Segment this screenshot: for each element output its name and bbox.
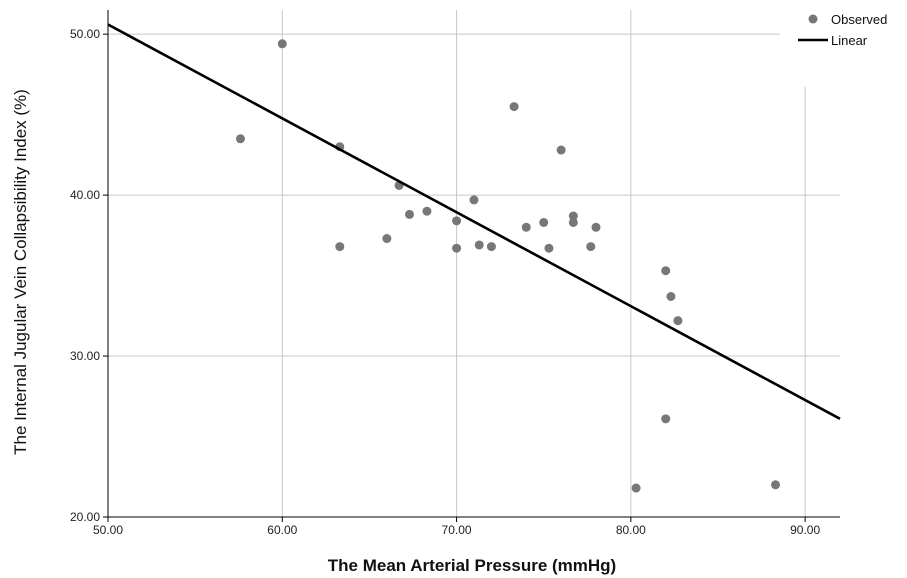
x-tick-label: 50.00 <box>93 523 123 537</box>
y-tick-label: 40.00 <box>70 188 100 202</box>
observed-point <box>771 480 781 490</box>
observed-point <box>405 209 415 219</box>
observed-point <box>382 234 392 244</box>
observed-point <box>469 195 479 205</box>
observed-point <box>591 222 601 232</box>
observed-point <box>666 291 676 301</box>
observed-point <box>422 206 432 216</box>
observed-point <box>631 483 641 493</box>
y-tick-label: 20.00 <box>70 510 100 524</box>
observed-point <box>335 242 345 252</box>
linear-fit-segment <box>107 23 841 420</box>
observed-point <box>556 145 566 155</box>
observed-point <box>521 222 531 232</box>
y-tick-label: 50.00 <box>70 27 100 41</box>
x-tick-label: 80.00 <box>616 523 646 537</box>
observed-points <box>235 39 781 493</box>
observed-point <box>661 266 671 276</box>
axes <box>103 10 840 522</box>
x-tick-label: 60.00 <box>267 523 297 537</box>
x-tick-label: 90.00 <box>790 523 820 537</box>
observed-point <box>661 414 671 424</box>
legend: Observed Linear <box>798 12 887 48</box>
grid-lines <box>108 10 840 517</box>
observed-point <box>544 243 554 253</box>
linear-fit-line <box>107 23 841 420</box>
legend-linear-label: Linear <box>831 33 868 48</box>
y-tick-label: 30.00 <box>70 349 100 363</box>
observed-point <box>673 316 683 326</box>
y-axis-title: The Internal Jugular Vein Collapsibility… <box>11 89 30 455</box>
observed-point <box>568 211 578 221</box>
legend-observed-label: Observed <box>831 12 887 27</box>
observed-point <box>568 217 578 227</box>
observed-point <box>539 217 549 227</box>
observed-point <box>586 242 596 252</box>
x-tick-labels: 50.00 60.00 70.00 80.00 90.00 <box>93 523 820 537</box>
observed-point <box>474 240 484 250</box>
observed-point <box>509 102 519 112</box>
observed-point <box>277 39 287 49</box>
observed-point <box>452 216 462 226</box>
x-axis-title: The Mean Arterial Pressure (mmHg) <box>328 556 616 575</box>
y-tick-labels: 20.00 30.00 40.00 50.00 <box>70 27 100 524</box>
legend-observed-marker <box>808 14 818 24</box>
observed-point <box>452 243 462 253</box>
observed-point <box>235 134 245 144</box>
x-tick-label: 70.00 <box>442 523 472 537</box>
observed-point <box>486 242 496 252</box>
